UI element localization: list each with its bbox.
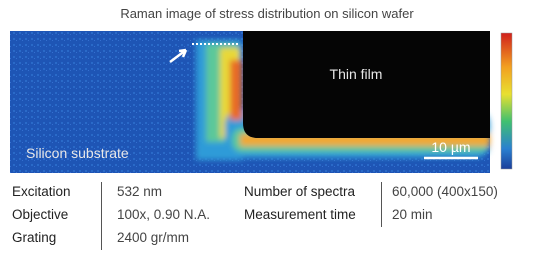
spec-value: 2400 gr/mm	[117, 230, 189, 245]
spec-value: 20 min	[392, 207, 433, 222]
spec-value: 100x, 0.90 N.A.	[117, 207, 210, 222]
divider	[101, 182, 102, 250]
thin-film-area	[243, 31, 490, 138]
spec-label: Number of spectra	[244, 184, 355, 199]
spec-label: Grating	[12, 230, 56, 245]
spec-value: 60,000 (400x150)	[392, 184, 498, 199]
spec-label: Excitation	[12, 184, 71, 199]
figure: Raman image of stress distribution on si…	[0, 0, 534, 253]
scale-label: 10 µm	[431, 139, 470, 155]
spec-label: Objective	[12, 207, 68, 222]
substrate-label: Silicon substrate	[26, 145, 129, 161]
color-bar	[501, 33, 512, 169]
divider	[381, 182, 382, 227]
spec-value: 532 nm	[117, 184, 162, 199]
film-label: Thin film	[330, 66, 383, 82]
spec-label: Measurement time	[244, 207, 356, 222]
raman-image: Thin film Silicon substrate 10 µm	[0, 0, 534, 180]
